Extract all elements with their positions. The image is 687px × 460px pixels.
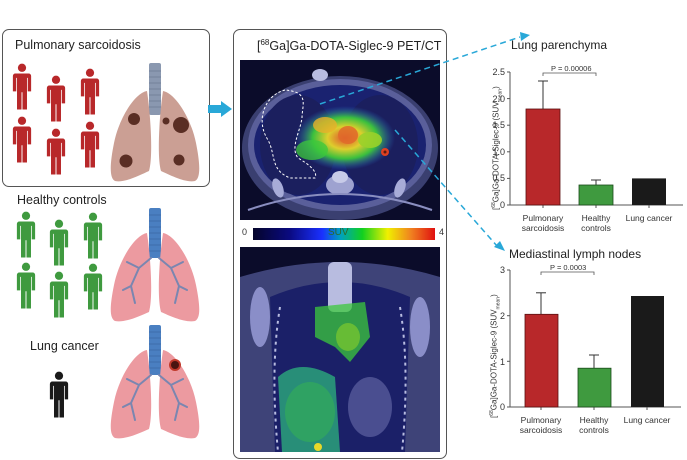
chart1-tick: 1.0 [492,147,505,157]
chart2-p-value: P = 0.0003 [550,263,587,272]
lung-cancer-label: Lung cancer [30,339,99,353]
sarcoidosis-label: Pulmonary sarcoidosis [15,38,141,52]
healthy-controls-label: Healthy controls [17,193,107,207]
sarcoid-lungs-icon [110,63,200,182]
chart2-tick: 3 [499,265,505,275]
chart2-xlabel: Pulmonary sarcoidosis [519,415,563,435]
suv-colorbar [253,228,435,240]
chart1-title: Lung parenchyma [511,38,608,52]
chart1-p-value: P = 0.00006 [551,64,592,73]
colorbar-max: 4 [439,227,445,237]
colorbar-min: 0 [242,227,248,237]
coronal-pet-ct-image [240,247,440,453]
chart2-xlabel: Lung cancer [623,415,671,425]
cancer-lungs-icon [110,325,200,439]
chart2-plot [507,269,681,410]
chart1-plot [507,71,683,208]
chart1-xlabel: Lung cancer [625,213,673,223]
axial-pet-ct-image [240,60,440,220]
pet-ct-title: [68Ga]Ga-DOTA-Siglec-9 PET/CT [257,38,442,54]
chart1-tick: 1.5 [492,120,505,130]
chart2-tick: 0 [499,402,505,412]
chart2-tick: 1 [499,357,505,367]
colorbar-label: SUV [328,227,349,238]
chart1-xlabel: Healthy controls [581,213,611,233]
chart1-tick: 2.0 [492,94,505,104]
arrow-right-icon [208,101,232,117]
chart1-tick: 2.5 [492,67,505,77]
chart1-xlabel: Pulmonary sarcoidosis [521,213,565,233]
chart1-tick: 0 [499,200,505,210]
chart2-title: Mediastinal lymph nodes [509,247,642,261]
healthy-lungs-icon [110,208,200,322]
chart2-tick: 2 [499,311,505,321]
chart1-tick: 0.5 [492,173,505,183]
chart2-xlabel: Healthy controls [579,415,609,435]
